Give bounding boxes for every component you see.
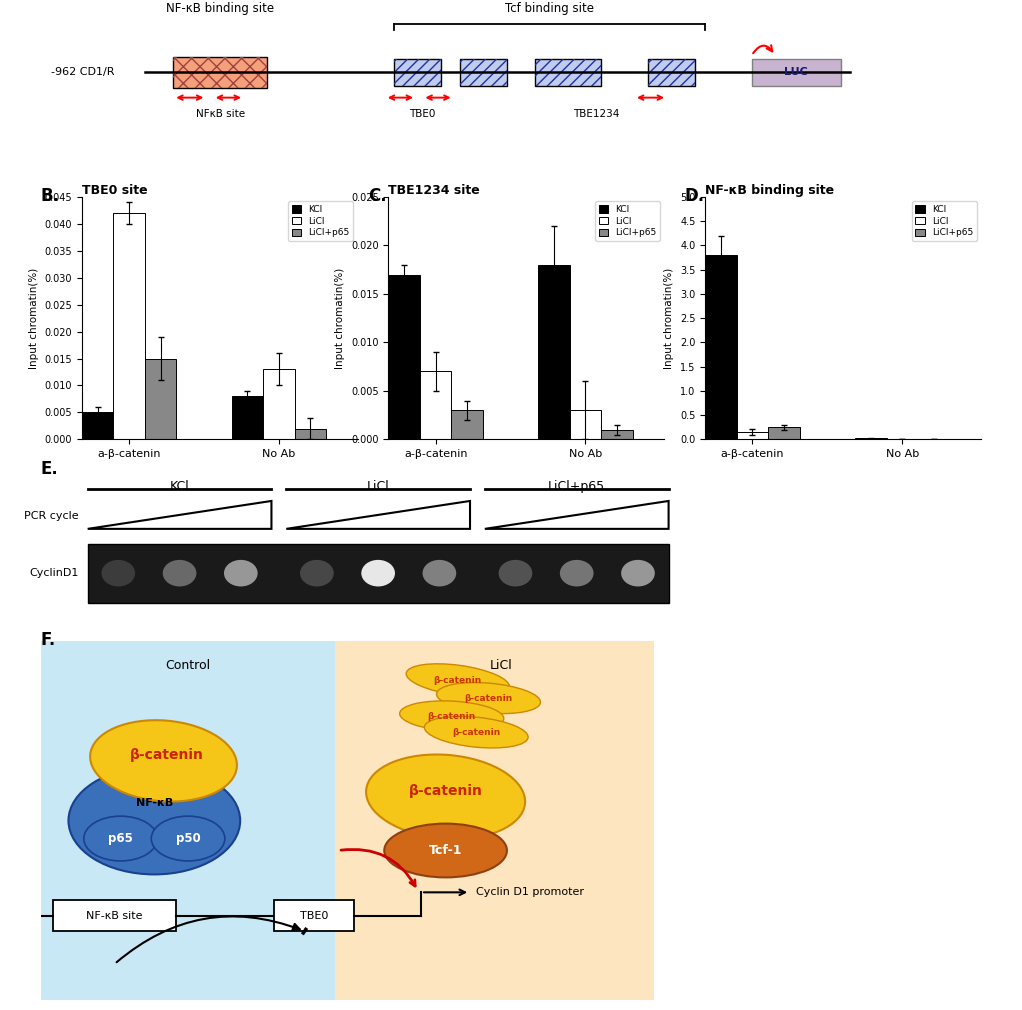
Bar [601, 429, 633, 439]
Text: C.: C. [368, 187, 386, 205]
Bar [460, 59, 507, 86]
Bar [232, 396, 263, 439]
Text: TBE1234: TBE1234 [573, 109, 619, 119]
Text: NFκB site: NFκB site [196, 109, 245, 119]
Text: TBE1234 site: TBE1234 site [388, 184, 480, 197]
Text: F.: F. [41, 631, 56, 649]
Legend: KCl, LiCl, LiCl+p65: KCl, LiCl, LiCl+p65 [288, 201, 354, 241]
Ellipse shape [362, 560, 394, 587]
Ellipse shape [436, 683, 541, 714]
Y-axis label: Input chromatin(%): Input chromatin(%) [664, 268, 675, 369]
Polygon shape [484, 501, 668, 529]
Bar [769, 427, 800, 439]
Ellipse shape [621, 560, 655, 587]
Text: D.: D. [685, 187, 705, 205]
Legend: KCl, LiCl, LiCl+p65: KCl, LiCl, LiCl+p65 [912, 201, 977, 241]
Bar [263, 370, 294, 439]
Ellipse shape [406, 664, 510, 697]
Text: LUC: LUC [784, 68, 808, 78]
Text: Tcf-1: Tcf-1 [429, 844, 462, 857]
Ellipse shape [499, 560, 532, 587]
Bar [274, 900, 354, 931]
Ellipse shape [300, 560, 334, 587]
Bar [452, 410, 483, 439]
Text: Cyclin D1 promoter: Cyclin D1 promoter [476, 888, 585, 897]
Ellipse shape [366, 754, 525, 839]
Text: p50: p50 [176, 832, 200, 845]
Polygon shape [286, 501, 470, 529]
Bar [460, 59, 507, 86]
Bar [53, 900, 176, 931]
Text: NF-κB binding site: NF-κB binding site [705, 184, 834, 197]
Ellipse shape [560, 560, 594, 587]
Text: TBE0: TBE0 [299, 911, 328, 921]
Ellipse shape [68, 767, 240, 875]
Legend: KCl, LiCl, LiCl+p65: KCl, LiCl, LiCl+p65 [595, 201, 660, 241]
Bar [751, 59, 841, 86]
Text: B.: B. [41, 187, 60, 205]
Text: NF-κB: NF-κB [136, 798, 173, 808]
Text: β-catenin: β-catenin [427, 712, 476, 720]
Text: NF-κB site: NF-κB site [86, 911, 143, 921]
Bar [41, 641, 335, 1000]
Y-axis label: Input chromatin(%): Input chromatin(%) [335, 268, 345, 369]
Text: NF-κB binding site: NF-κB binding site [167, 2, 274, 15]
Ellipse shape [400, 701, 504, 731]
Ellipse shape [224, 560, 258, 587]
Text: E.: E. [41, 460, 58, 478]
Bar [536, 59, 601, 86]
Ellipse shape [151, 816, 225, 861]
Ellipse shape [101, 560, 135, 587]
Bar [82, 412, 113, 439]
Ellipse shape [384, 823, 507, 878]
Text: CyclinD1: CyclinD1 [30, 569, 79, 578]
Bar [88, 543, 668, 603]
Ellipse shape [422, 560, 456, 587]
Bar [539, 265, 569, 439]
Text: TBE0: TBE0 [409, 109, 435, 119]
Bar [648, 59, 695, 86]
Ellipse shape [162, 560, 196, 587]
Bar [705, 256, 737, 439]
Text: LiCl: LiCl [367, 480, 389, 493]
Ellipse shape [90, 720, 237, 802]
Text: LiCl+p65: LiCl+p65 [548, 480, 605, 493]
Bar [388, 275, 420, 439]
Bar [335, 641, 654, 1000]
Bar [174, 58, 268, 88]
Text: Control: Control [166, 660, 211, 673]
Polygon shape [88, 501, 272, 529]
Bar [420, 372, 452, 439]
Text: -962 CD1/R: -962 CD1/R [51, 68, 114, 78]
Bar [145, 359, 177, 439]
Text: PCR cycle: PCR cycle [25, 511, 79, 521]
Bar [174, 58, 268, 88]
Bar [536, 59, 601, 86]
Y-axis label: Input chromatin(%): Input chromatin(%) [29, 268, 39, 369]
Bar [737, 432, 769, 439]
Bar [569, 410, 601, 439]
Bar [648, 59, 695, 86]
Text: β-catenin: β-catenin [452, 727, 501, 736]
Bar [113, 213, 145, 439]
Text: β-catenin: β-catenin [409, 784, 482, 798]
Text: KCl: KCl [170, 480, 189, 493]
Bar [394, 59, 442, 86]
Bar [294, 428, 326, 439]
Text: p65: p65 [108, 832, 133, 845]
Ellipse shape [84, 816, 157, 861]
Text: TBE0 site: TBE0 site [82, 184, 147, 197]
Bar [394, 59, 442, 86]
Text: LiCl: LiCl [490, 660, 512, 673]
Text: β-catenin: β-catenin [433, 676, 482, 685]
Text: β-catenin: β-catenin [130, 747, 203, 762]
Ellipse shape [424, 716, 528, 748]
Text: β-catenin: β-catenin [464, 694, 513, 703]
Text: Tcf binding site: Tcf binding site [505, 2, 594, 15]
